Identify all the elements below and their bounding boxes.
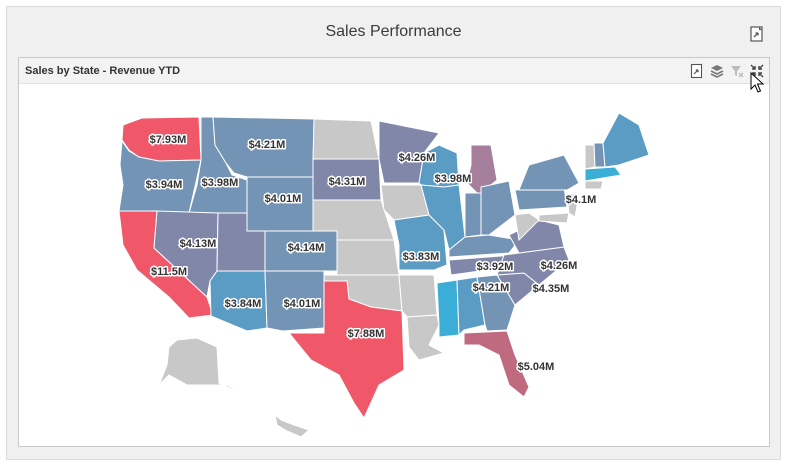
state-me[interactable] [602, 112, 650, 168]
state-value-label-mt: $4.21M [249, 139, 286, 151]
item-header: Sales by State - Revenue YTD [19, 58, 769, 84]
choropleth-map[interactable]: $7.93M $4.21M $3.94M $3.98M $4.01M $4.31M $4.2… [19, 85, 769, 447]
state-ct[interactable] [584, 180, 604, 190]
dashboard-panel: Sales Performance Sales by State - Reven… [6, 6, 781, 460]
state-ak[interactable] [158, 337, 245, 396]
state-value-label-or: $3.94M [146, 179, 183, 191]
state-value-label-va: $4.26M [541, 260, 578, 272]
state-ia[interactable] [380, 184, 430, 221]
item-caption: Sales by State - Revenue YTD [25, 65, 181, 77]
state-vt[interactable] [584, 144, 596, 170]
state-la[interactable] [406, 314, 446, 361]
state-value-label-ky: $3.92M [477, 261, 514, 273]
state-value-label-wy: $4.01M [265, 193, 302, 205]
dashboard-title: Sales Performance [325, 23, 462, 40]
state-ny[interactable] [518, 154, 580, 191]
state-ar[interactable] [398, 274, 438, 318]
state-ms[interactable] [436, 279, 460, 338]
state-value-label-sd: $4.31M [329, 176, 366, 188]
state-value-label-id: $3.98M [202, 177, 239, 189]
state-value-label-nc: $4.35M [533, 283, 570, 295]
state-in[interactable] [464, 192, 482, 238]
clear-filter-icon[interactable] [729, 63, 745, 79]
state-ks[interactable] [336, 239, 400, 276]
restore-icon[interactable] [749, 63, 765, 79]
state-hi[interactable] [274, 413, 310, 438]
state-value-label-ny: $4.1M [566, 194, 597, 206]
state-md[interactable] [538, 212, 570, 224]
state-value-label-ca: $11.5M [151, 266, 187, 278]
state-al[interactable] [456, 276, 486, 337]
state-value-label-fl: $5.04M [518, 361, 555, 373]
state-value-label-tx: $7.88M [348, 328, 385, 340]
state-value-label-nv: $4.13M [180, 238, 217, 250]
state-il[interactable] [420, 184, 466, 251]
state-tx[interactable] [287, 280, 405, 420]
export-icon[interactable] [689, 63, 705, 79]
state-oh[interactable] [480, 180, 516, 236]
map-dashboard-item: Sales by State - Revenue YTD [18, 57, 770, 447]
state-nd[interactable] [312, 118, 380, 160]
state-value-label-mo: $3.83M [403, 251, 440, 263]
state-nj[interactable] [566, 192, 580, 218]
state-value-label-mn: $4.26M [399, 152, 436, 164]
state-or[interactable] [118, 139, 202, 214]
state-value-label-wa: $7.93M [150, 134, 187, 146]
export-icon[interactable] [748, 25, 766, 43]
state-nm[interactable] [264, 270, 325, 332]
layers-icon[interactable] [709, 63, 725, 79]
state-value-label-tn: $4.21M [473, 282, 510, 294]
state-value-label-wi: $3.98M [435, 173, 472, 185]
state-ma[interactable] [584, 166, 622, 182]
state-value-label-co: $4.14M [288, 242, 325, 254]
state-value-label-az: $3.84M [225, 298, 262, 310]
state-fl[interactable] [463, 330, 530, 398]
state-value-label-nm: $4.01M [284, 298, 321, 310]
